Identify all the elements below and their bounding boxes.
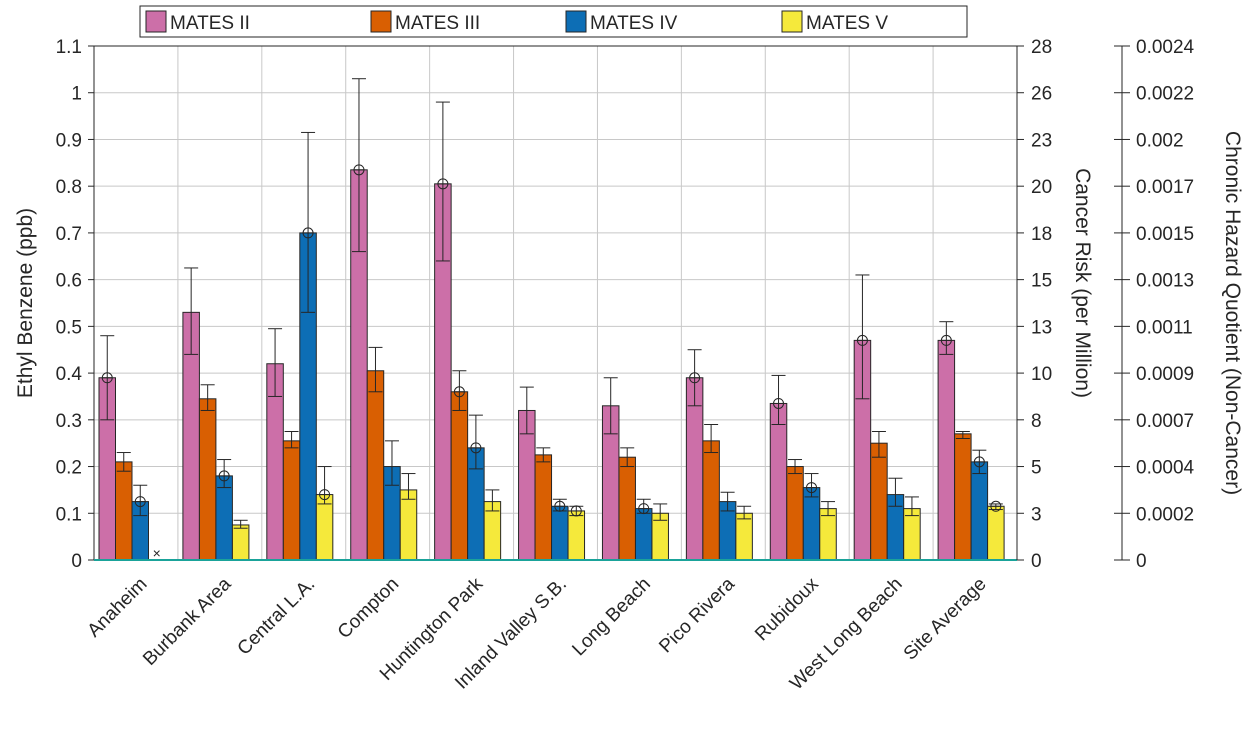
y-tick-label: 0.5 bbox=[56, 317, 82, 338]
bars: × bbox=[98, 78, 1005, 561]
y-tick-label: 0.3 bbox=[56, 411, 82, 432]
y3-tick-label: 0.002 bbox=[1136, 130, 1184, 151]
y2-tick-label: 18 bbox=[1031, 224, 1052, 245]
legend-swatch bbox=[565, 10, 587, 33]
y2-tick-label: 10 bbox=[1031, 364, 1052, 385]
y-tick-label: 1 bbox=[71, 84, 82, 105]
y-axis-title: Ethyl Benzene (ppb) bbox=[14, 208, 37, 398]
bar bbox=[534, 454, 553, 561]
bar bbox=[215, 475, 233, 561]
y-tick-label: 0.4 bbox=[56, 364, 83, 385]
y3-tick-label: 0.0002 bbox=[1136, 504, 1194, 525]
legend-label: MATES V bbox=[806, 13, 888, 34]
bar bbox=[819, 508, 837, 561]
bar bbox=[567, 510, 586, 561]
legend-label: MATES IV bbox=[590, 13, 678, 34]
category-label: Long Beach bbox=[568, 574, 655, 661]
legend-label: MATES II bbox=[170, 13, 250, 34]
y3-tick-label: 0.0022 bbox=[1136, 84, 1194, 105]
y2-tick-label: 5 bbox=[1031, 458, 1042, 479]
bar bbox=[702, 440, 720, 561]
legend-swatch bbox=[370, 10, 392, 33]
y2-tick-label: 13 bbox=[1031, 317, 1052, 338]
y2-tick-label: 20 bbox=[1031, 177, 1052, 198]
bar bbox=[802, 487, 821, 561]
y-tick-label: 0.7 bbox=[56, 224, 82, 245]
y3-axis-title: Chronic Hazard Quotient (Non-Cancer) bbox=[1221, 131, 1244, 495]
category-label: Anaheim bbox=[84, 574, 152, 642]
bar bbox=[450, 391, 469, 561]
legend: MATES II MATES III MATES IV MATES V bbox=[139, 5, 968, 38]
category-label: Central L.A. bbox=[234, 574, 320, 660]
legend-label: MATES III bbox=[395, 13, 480, 34]
bar bbox=[366, 370, 385, 561]
y3-tick-label: 0.0017 bbox=[1136, 177, 1194, 198]
y2-tick-label: 28 bbox=[1031, 37, 1052, 58]
y2-tick-label: 23 bbox=[1031, 130, 1052, 151]
legend-box bbox=[139, 5, 968, 38]
y3-tick-label: 0.0024 bbox=[1136, 37, 1195, 58]
y3-tick-label: 0 bbox=[1136, 551, 1147, 572]
category-label: Compton bbox=[334, 574, 403, 643]
y2-tick-label: 26 bbox=[1031, 84, 1052, 105]
missing-value-marker: × bbox=[153, 545, 161, 561]
y3-tick-label: 0.0011 bbox=[1136, 317, 1193, 338]
bar bbox=[987, 505, 1005, 561]
y3-tick-label: 0.0007 bbox=[1136, 411, 1194, 432]
y-tick-label: 0 bbox=[71, 551, 82, 572]
category-label: Pico Rivera bbox=[655, 573, 739, 657]
y2-tick-label: 15 bbox=[1031, 271, 1052, 292]
y-tick-label: 0.9 bbox=[56, 130, 82, 151]
bar bbox=[115, 461, 133, 561]
category-label: Burbank Area bbox=[139, 573, 236, 670]
category-label: Rubidoux bbox=[751, 573, 823, 645]
bar bbox=[735, 512, 753, 561]
y2-tick-label: 3 bbox=[1031, 504, 1042, 525]
bar bbox=[786, 466, 804, 561]
bar bbox=[399, 489, 418, 561]
y2-tick-label: 8 bbox=[1031, 411, 1042, 432]
y3-tick-label: 0.0013 bbox=[1136, 271, 1194, 292]
y-tick-label: 0.8 bbox=[56, 177, 82, 198]
y-tick-label: 0.2 bbox=[56, 458, 82, 479]
legend-swatch bbox=[781, 10, 803, 33]
legend-swatch bbox=[145, 10, 167, 33]
bar bbox=[870, 442, 888, 561]
bar bbox=[937, 339, 956, 561]
bar bbox=[954, 433, 972, 561]
bar bbox=[198, 398, 217, 561]
bar bbox=[903, 508, 921, 561]
bar bbox=[231, 524, 250, 561]
y2-tick-label: 0 bbox=[1031, 551, 1042, 572]
bar bbox=[551, 505, 569, 561]
bar bbox=[769, 402, 788, 561]
y-tick-label: 1.1 bbox=[56, 37, 82, 58]
bar bbox=[634, 508, 653, 561]
bar bbox=[282, 440, 301, 561]
y3-tick-label: 0.0015 bbox=[1136, 224, 1194, 245]
y3-tick-label: 0.0009 bbox=[1136, 364, 1194, 385]
category-label: Site Average bbox=[900, 574, 991, 665]
y3-tick-label: 0.0004 bbox=[1136, 458, 1195, 479]
bar bbox=[970, 461, 989, 561]
axes: 0 0.1 0.2 0.3 0.4 0.5 0.6 0.7 0.8 0.9 1 1.1 28 26 23 20… bbox=[56, 37, 1195, 694]
y-tick-label: 0.1 bbox=[56, 504, 82, 525]
y2-axis-title: Cancer Risk (per Million) bbox=[1071, 168, 1094, 398]
y-tick-label: 0.6 bbox=[56, 271, 82, 292]
bar bbox=[618, 456, 636, 561]
